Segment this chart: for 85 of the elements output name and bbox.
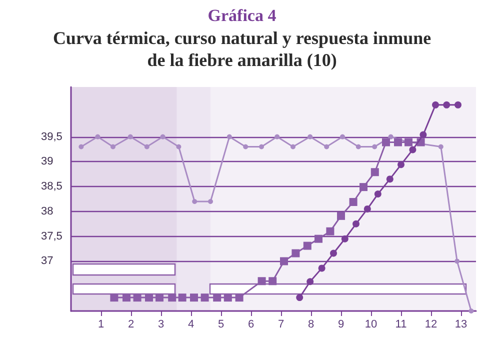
- x-tick-label: 2: [128, 318, 134, 330]
- x-tick-label: 11: [395, 318, 407, 330]
- point: [370, 168, 379, 176]
- point: [432, 101, 439, 108]
- point: [386, 176, 394, 183]
- point: [243, 144, 248, 150]
- point: [190, 294, 198, 302]
- point: [168, 294, 176, 302]
- point: [468, 308, 474, 314]
- point: [398, 161, 404, 168]
- y-tick-label: 39: [41, 156, 54, 168]
- x-tick-label: 5: [218, 318, 224, 330]
- x-tick-label: 1: [98, 318, 104, 330]
- point: [226, 134, 232, 140]
- point: [308, 134, 313, 140]
- point: [145, 294, 153, 302]
- point: [326, 227, 334, 236]
- x-tick-label: 4: [188, 318, 194, 330]
- point: [454, 258, 460, 264]
- x-tick-label: 8: [308, 318, 314, 330]
- point: [454, 101, 462, 108]
- point: [274, 134, 280, 140]
- point: [388, 134, 394, 140]
- x-tick-label: 6: [248, 318, 254, 330]
- point: [438, 144, 444, 150]
- point: [330, 250, 337, 257]
- x-tick-label: 3: [158, 318, 164, 330]
- chart-subtitle: Curva térmica, curso natural y respuesta inmune de la fiebre amarilla (10): [52, 28, 432, 70]
- x-tick-label: 13: [454, 318, 468, 330]
- point: [122, 294, 130, 302]
- point: [110, 294, 118, 302]
- point: [213, 294, 222, 302]
- point: [290, 144, 296, 150]
- point: [341, 235, 348, 242]
- point: [292, 249, 300, 258]
- point: [280, 257, 288, 266]
- point: [382, 138, 390, 146]
- x-tick-label: 12: [424, 318, 438, 330]
- point: [200, 294, 209, 302]
- point: [176, 144, 182, 150]
- point: [268, 277, 277, 286]
- y-tick-label: 39,5: [41, 130, 62, 143]
- point: [133, 294, 142, 302]
- point: [296, 294, 304, 302]
- y-tick-label: 38,5: [41, 180, 62, 193]
- point: [306, 278, 314, 286]
- point: [224, 294, 232, 302]
- point: [208, 198, 213, 204]
- point: [128, 134, 133, 140]
- point: [324, 144, 330, 150]
- point: [364, 205, 371, 212]
- point: [178, 294, 186, 302]
- point: [303, 242, 312, 250]
- point: [372, 144, 378, 150]
- point: [356, 144, 361, 150]
- chart-title: Gráfica 4: [208, 6, 277, 25]
- point: [258, 277, 266, 286]
- y-tick-label: 37,5: [41, 230, 62, 242]
- x-tick-label: 7: [278, 318, 284, 330]
- point: [349, 198, 358, 206]
- point: [160, 134, 166, 140]
- point: [443, 101, 450, 108]
- point: [337, 212, 345, 220]
- point: [235, 294, 244, 302]
- point: [95, 134, 100, 140]
- point: [340, 134, 345, 140]
- point: [78, 144, 84, 150]
- point: [110, 144, 116, 150]
- y-tick-label: 38: [41, 205, 54, 218]
- point: [192, 198, 198, 204]
- point: [394, 138, 402, 146]
- point: [404, 138, 412, 146]
- x-tick-label: 10: [364, 318, 378, 330]
- x-tick-label: 9: [338, 318, 344, 330]
- point: [318, 264, 326, 272]
- point: [259, 144, 264, 150]
- point: [156, 294, 164, 302]
- point: [314, 234, 322, 243]
- point: [360, 183, 368, 192]
- point: [409, 146, 416, 154]
- point: [352, 220, 360, 228]
- point: [374, 190, 382, 198]
- point: [144, 144, 150, 150]
- y-tick-label: 37: [41, 255, 54, 268]
- point: [420, 131, 427, 138]
